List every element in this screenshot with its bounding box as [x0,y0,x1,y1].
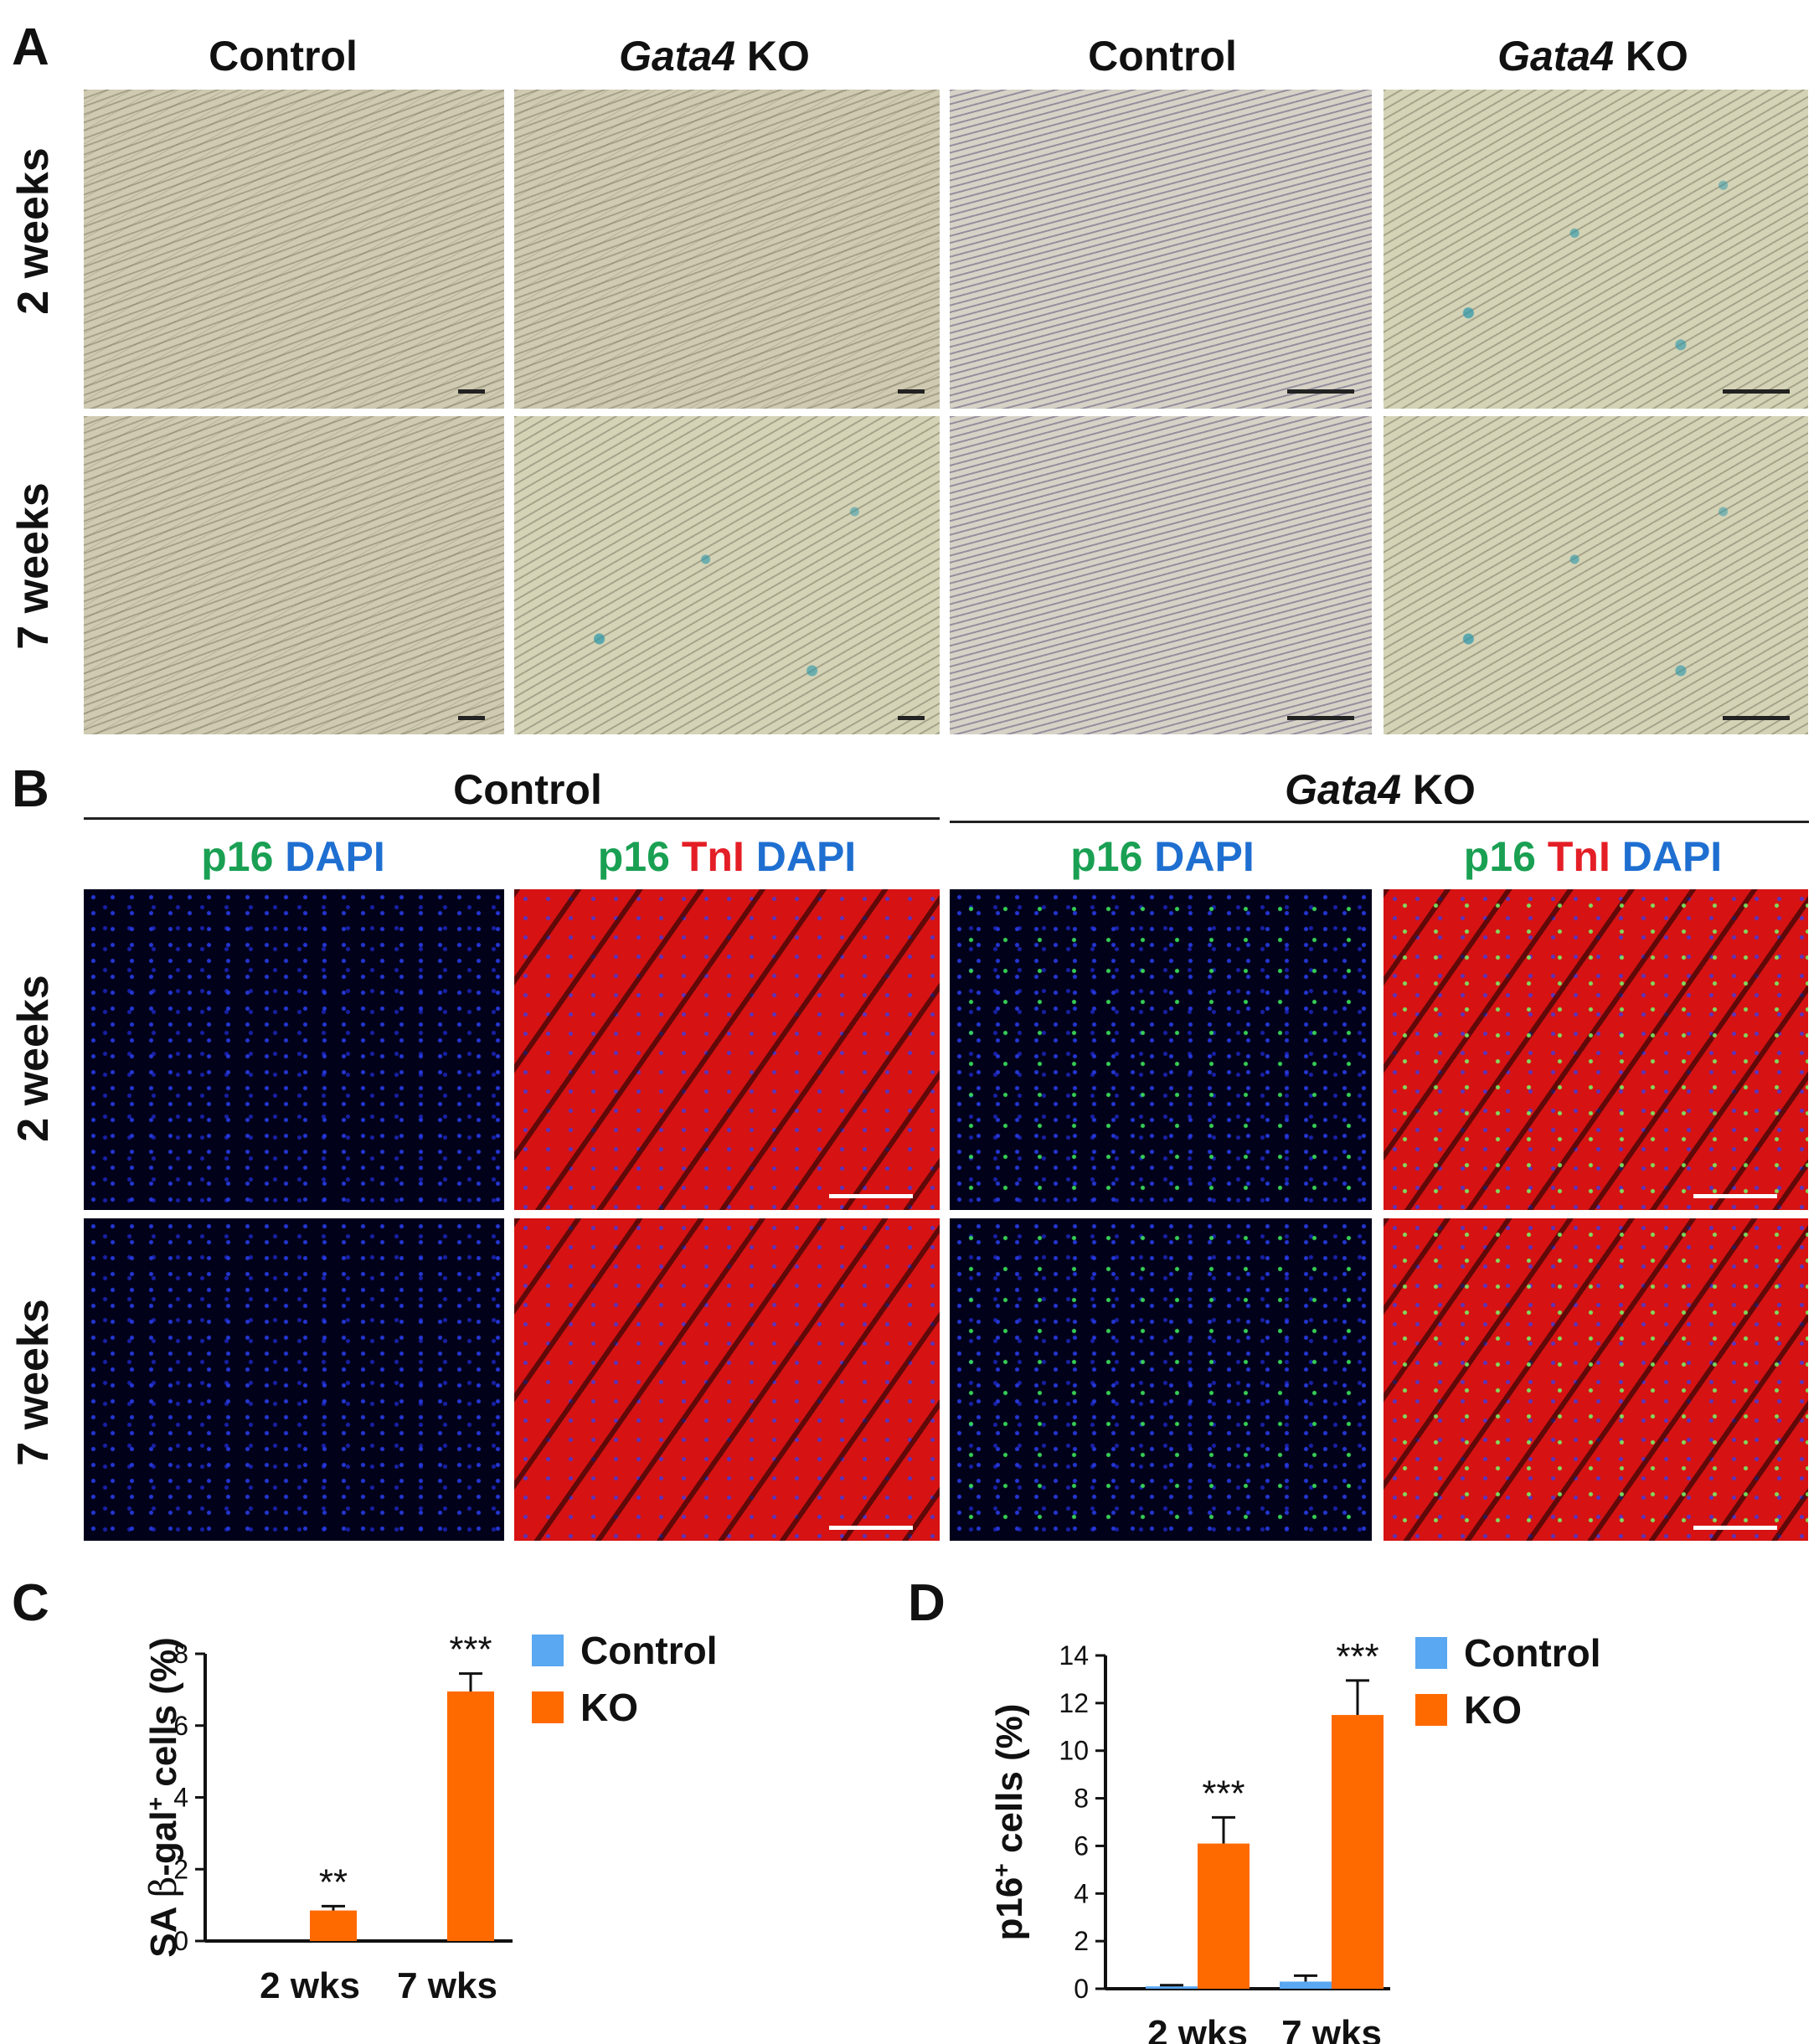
legend-label-control: Control [1464,1631,1601,1675]
scale-bar [1287,389,1354,394]
legend-swatch-control [532,1635,564,1666]
legend-label-ko: KO [1464,1688,1522,1732]
scale-bar [1693,1526,1777,1530]
legend-label-ko: KO [580,1686,638,1729]
panel-b-group-header-control: Control [453,766,602,813]
bar-ko-0 [310,1910,357,1941]
scale-bar [1693,1194,1777,1198]
legend-swatch-ko [532,1691,564,1723]
y-tick-label: 8 [173,1639,188,1669]
bar-control-0 [1146,1986,1198,1989]
y-tick-label: 2 [1074,1926,1089,1956]
panel-b-group-header-ko: Gata4 KO [1285,766,1476,813]
stain-label-4: p16 TnI DAPI [1463,833,1723,880]
y-tick-label: 0 [1074,1974,1089,2004]
panel-b-row-label-2wk: 2 weeks [9,975,58,1142]
stain-label-2: p16 TnI DAPI [597,833,857,880]
scale-bar [1287,716,1354,720]
significance-marker: *** [449,1630,492,1671]
panel-a-col-header-3: Control [1088,33,1237,80]
scale-bar [829,1526,913,1530]
y-axis-label-part: -gal [143,1810,184,1876]
panel-a-label: A [12,18,49,76]
bar-control-1 [1280,1981,1332,1989]
if-ko-7wk-p16-dapi [950,1218,1372,1541]
bar-ko-1 [1332,1715,1384,1989]
legend-swatch-ko [1415,1694,1447,1726]
y-tick-label: 0 [173,1926,188,1956]
histology-ko-2wk-high [1384,90,1808,409]
histology-control-2wk-low [84,90,504,409]
stain-label-1: p16 DAPI [201,833,385,880]
bar-ko-1 [447,1691,494,1941]
x-category-label: 7 wks [397,1965,497,2006]
panel-a-col-header-2: Gata4 KO [619,33,810,80]
bar-ko-0 [1198,1843,1250,1989]
if-control-7wk-p16-tni-dapi [514,1218,940,1541]
scale-bar [458,389,485,394]
y-axis-label-part: cells (%) [989,1704,1030,1864]
y-axis-label-part: + [142,1797,168,1810]
scale-bar [1723,389,1790,394]
y-axis-label-part: + [988,1863,1014,1877]
histology-ko-7wk-high [1384,416,1808,734]
panel-b-row-label-7wk: 7 weeks [9,1299,58,1466]
panel-a-row-label-2wk: 2 weeks [9,147,58,315]
scale-bar [898,716,925,720]
y-tick-label: 14 [1059,1640,1089,1671]
y-axis-label-part: cells (%) [143,1637,184,1797]
histology-control-7wk-high [950,416,1372,734]
panel-d-label: D [908,1574,946,1632]
y-tick-label: 12 [1059,1688,1089,1718]
chart-d: 0 2 4 6 8 10 12 14 p16+ cells (%) *** 2 wks *** 7 wk… [988,1631,1601,2044]
significance-marker: ** [319,1861,348,1902]
y-axis-label-part: p16 [989,1877,1030,1941]
panel-a-row-label-7wk: 7 weeks [9,482,58,650]
y-tick-label: 4 [173,1783,188,1813]
y-axis-label-part: β [142,1877,185,1897]
y-tick-label: 6 [173,1711,188,1741]
histology-ko-2wk-low [514,90,940,409]
histology-control-7wk-low [84,416,504,734]
panel-c-label: C [12,1574,49,1632]
group-divider-control [84,817,940,820]
legend-swatch-control [1415,1637,1447,1669]
panel-a-col-header-1: Control [209,33,358,80]
scale-bar [1723,716,1790,720]
scale-bar [458,716,485,720]
if-control-7wk-p16-dapi [84,1218,504,1541]
significance-marker: *** [1336,1636,1378,1677]
significance-marker: *** [1202,1773,1244,1814]
panel-a-col-header-4: Gata4 KO [1497,33,1688,80]
if-control-2wk-p16-dapi [84,889,504,1210]
y-tick-label: 10 [1059,1736,1089,1766]
y-tick-label: 2 [173,1854,188,1884]
if-control-2wk-p16-tni-dapi [514,889,940,1210]
x-category-label: 2 wks [260,1965,360,2006]
if-ko-2wk-p16-tni-dapi [1384,889,1808,1210]
y-tick-label: 6 [1074,1830,1089,1861]
y-axis-label: p16+ cells (%) [988,1704,1031,1941]
legend-label-control: Control [580,1629,718,1672]
x-category-label: 7 wks [1281,2013,1382,2044]
if-ko-2wk-p16-dapi [950,889,1372,1210]
scale-bar [829,1194,913,1198]
y-axis-label-part: SA [143,1897,184,1958]
panel-b-label: B [12,760,49,818]
histology-ko-7wk-low [514,416,940,734]
y-axis-label: SA β-gal+ cells (%) [142,1637,186,1958]
stain-label-3: p16 DAPI [1070,833,1255,880]
histology-control-2wk-high [950,90,1372,409]
y-tick-label: 4 [1074,1878,1089,1908]
if-ko-7wk-p16-tni-dapi [1384,1218,1808,1541]
group-divider-ko [950,821,1809,823]
y-tick-label: 8 [1074,1784,1089,1814]
x-category-label: 2 wks [1147,2013,1248,2044]
scale-bar [898,389,925,394]
